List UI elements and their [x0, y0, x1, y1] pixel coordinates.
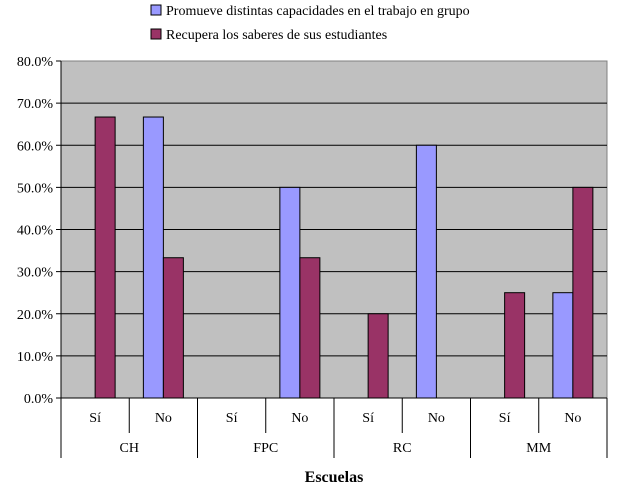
y-tick-label: 0.0% [24, 392, 54, 407]
x-subcategory-label: No [428, 411, 445, 426]
bar-series-1-mm-no [552, 292, 574, 399]
bar-series-1-ch-no [142, 116, 164, 399]
bar-series-2-fpc-no [299, 257, 321, 399]
x-axis-title: Escuelas [305, 469, 364, 486]
x-group-label: MM [526, 441, 551, 456]
x-subcategory-label: No [291, 411, 308, 426]
bar-series-2-mm-no [572, 186, 594, 399]
y-tick-label: 40.0% [17, 224, 54, 239]
y-tick-label: 50.0% [17, 181, 54, 196]
bar-series-2-ch-sí [94, 116, 116, 399]
x-subcategory-label: Sí [89, 411, 101, 426]
x-subcategory-label: No [564, 411, 581, 426]
legend-label-series-1: Promueve distintas capacidades en el tra… [166, 4, 470, 19]
bar-series-2-rc-sí [367, 313, 389, 399]
y-tick-label: 80.0% [17, 55, 54, 70]
legend-label-series-2: Recupera los saberes de sus estudiantes [166, 28, 387, 43]
x-subcategory-label: Sí [362, 411, 374, 426]
bars [94, 116, 594, 399]
bar-series-1-fpc-no [279, 186, 301, 399]
y-axis: 0.0% 10.0% 20.0% 30.0% 40.0% 50.0% 60.0% 70.0% 8… [17, 55, 62, 407]
legend-swatch-series-1 [150, 4, 162, 16]
legend: Promueve distintas capacidades en el tra… [150, 4, 470, 43]
x-subcategory-label: Sí [499, 411, 511, 426]
bar-series-2-ch-no [162, 257, 184, 399]
x-axis: Sí No Sí No Sí No Sí No CH FPC RC MM [60, 397, 608, 458]
y-tick-label: 20.0% [17, 308, 54, 323]
x-subcategory-label: No [155, 411, 172, 426]
x-subcategory-label: Sí [226, 411, 238, 426]
legend-swatch-series-2 [150, 28, 162, 40]
bar-series-2-mm-sí [504, 292, 526, 399]
x-group-label: RC [393, 441, 412, 456]
x-group-label: FPC [253, 441, 278, 456]
y-tick-label: 30.0% [17, 266, 54, 281]
x-group-label: CH [120, 441, 139, 456]
y-tick-label: 60.0% [17, 139, 54, 154]
y-tick-label: 70.0% [17, 97, 54, 112]
y-tick-label: 10.0% [17, 350, 54, 365]
bar-series-1-rc-no [415, 144, 437, 399]
